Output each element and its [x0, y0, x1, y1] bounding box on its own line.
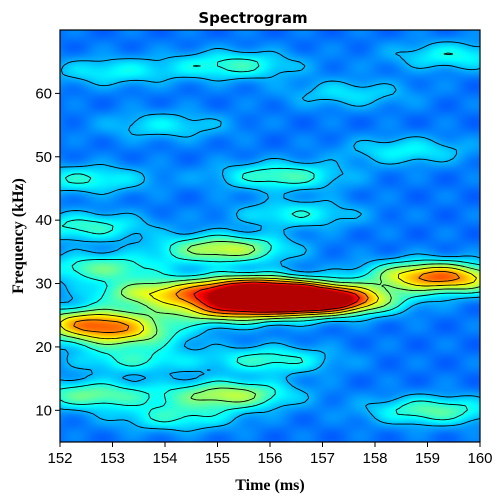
- y-tick-label: 50: [35, 149, 52, 166]
- y-tick-label: 40: [35, 212, 52, 229]
- x-tick-label: 152: [47, 450, 72, 467]
- contour-line: [59, 241, 481, 403]
- x-tick-label: 159: [415, 450, 440, 467]
- plot-area: [59, 29, 481, 443]
- spectrogram-heatmap: [60, 30, 480, 442]
- y-axis-label: Frequency (kHz): [10, 178, 27, 294]
- y-axis: 10 20 30 40 50 60: [35, 85, 60, 419]
- x-tick-label: 154: [152, 450, 177, 467]
- x-tick-label: 156: [257, 450, 282, 467]
- x-tick-label: 160: [467, 450, 492, 467]
- x-axis: 152 153 154 155 156 157 158 159 160: [47, 442, 493, 467]
- x-tick-label: 158: [362, 450, 387, 467]
- x-axis-label: Time (ms): [235, 477, 304, 494]
- contour-line: [73, 270, 460, 333]
- x-tick-label: 157: [310, 450, 335, 467]
- y-tick-label: 20: [35, 339, 52, 356]
- contour-line: [60, 266, 477, 340]
- x-tick-label: 153: [100, 450, 125, 467]
- contour-line: [193, 281, 360, 313]
- contour-lines: [59, 41, 481, 432]
- y-tick-label: 60: [35, 85, 52, 102]
- contour-line: [59, 52, 481, 423]
- chart-title: Spectrogram: [198, 9, 307, 27]
- x-tick-label: 155: [205, 450, 230, 467]
- contour-line: [59, 41, 481, 432]
- y-tick-label: 10: [35, 402, 52, 419]
- y-tick-label: 30: [35, 276, 52, 293]
